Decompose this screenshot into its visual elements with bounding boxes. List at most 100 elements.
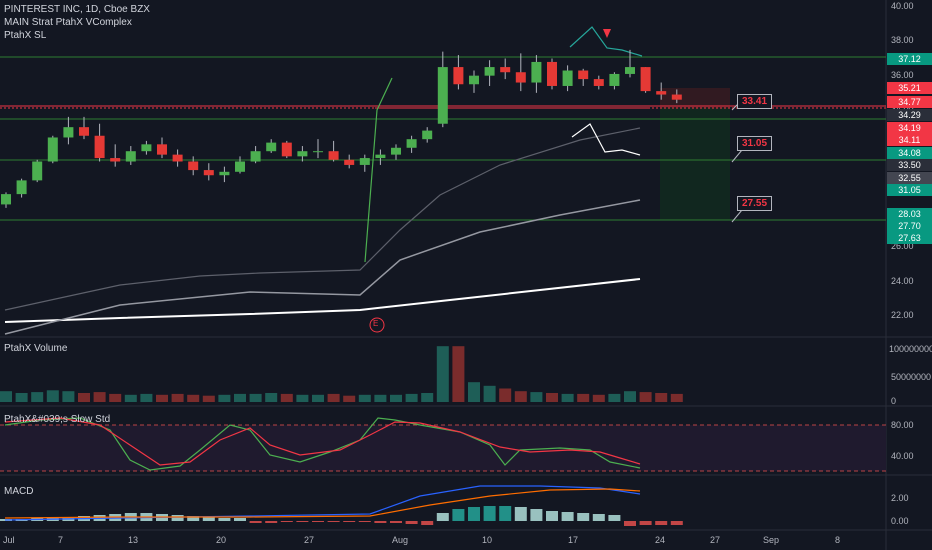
candle-body <box>484 67 495 76</box>
candle-body <box>313 151 323 153</box>
volume-bar <box>374 394 387 402</box>
price-tag: 34.11 <box>887 134 932 146</box>
price-tag: 28.03 <box>887 208 932 220</box>
candle-body <box>359 158 370 165</box>
price-tag: 35.21 <box>887 82 932 94</box>
candles-group <box>1 49 682 208</box>
macd-hist-bar <box>296 521 309 522</box>
candle-body <box>656 91 667 95</box>
time-axis-label: 7 <box>58 535 64 545</box>
price-axis-label: 26.00 <box>891 241 914 252</box>
earnings-marker[interactable] <box>369 317 385 333</box>
volume-bar <box>592 394 605 402</box>
callout-pointer-3 <box>731 209 743 223</box>
macd-hist-bar <box>452 509 465 521</box>
indicator-label-1[interactable]: MAIN Strat PtahX VComplex <box>4 17 132 28</box>
candle-body <box>391 147 401 155</box>
volume-axis-1: 100000000 <box>889 344 932 354</box>
volume-bar <box>670 393 683 402</box>
macd-hist-bar <box>249 521 262 523</box>
candle-body <box>625 67 635 74</box>
volume-pane-label[interactable]: PtahX Volume <box>4 343 68 354</box>
time-axis-label: Jul <box>3 535 15 545</box>
macd-hist-bar <box>639 521 652 525</box>
volume-bar <box>312 394 324 402</box>
volume-bar <box>296 394 309 402</box>
macd-hist-bar <box>265 521 278 523</box>
candle-body <box>266 142 277 152</box>
target-zone-red <box>660 88 730 108</box>
candle-body <box>453 67 464 85</box>
candle-body <box>609 73 620 86</box>
ma-50-line <box>4 127 641 311</box>
time-axis-label: 10 <box>482 535 493 545</box>
volume-axis-2: 50000000 <box>891 372 932 382</box>
macd-hist-bar <box>312 521 324 522</box>
volume-bar <box>405 393 418 402</box>
volume-bars <box>0 346 683 402</box>
macd-hist-bar <box>436 513 449 521</box>
candle-body <box>500 67 511 73</box>
time-axis-label: 27 <box>710 535 721 545</box>
volume-bar <box>218 394 231 402</box>
candle-body <box>1 194 11 205</box>
volume-bar <box>280 393 293 402</box>
symbol-title[interactable]: PINTEREST INC, 1D, Cboe BZX <box>4 4 150 15</box>
macd-hist-bar <box>499 506 512 521</box>
candle-body <box>110 158 121 162</box>
macd-hist-bar <box>343 521 356 522</box>
price-tag: 34.29 <box>887 109 932 121</box>
macd-hist-bar <box>187 516 200 521</box>
stoch-pane-label[interactable]: PtahX&#039;s Slow Std <box>4 414 111 425</box>
macd-hist-bar <box>655 521 668 525</box>
macd-hist-bar <box>171 515 184 521</box>
macd-hist-bar <box>514 507 527 521</box>
stoch-axis-2: 40.00 <box>891 451 914 461</box>
volume-bar <box>546 393 558 402</box>
callout-3: 27.55 <box>737 196 773 211</box>
volume-bar <box>109 393 122 402</box>
macd-hist-bar <box>608 515 621 521</box>
volume-bar <box>124 394 137 402</box>
candle-body <box>640 67 651 92</box>
macd-hist-bar <box>577 513 590 521</box>
volume-bar <box>31 392 44 402</box>
volume-bar <box>187 394 200 402</box>
volume-bar <box>421 393 434 402</box>
candle-body <box>79 127 89 136</box>
macd-hist-bar <box>421 521 434 525</box>
volume-bar <box>62 391 75 402</box>
price-path-line <box>364 77 393 263</box>
price-tag: 31.05 <box>887 184 932 196</box>
macd-hist-bar <box>546 511 558 521</box>
candle-body <box>235 161 245 172</box>
volume-bar <box>530 392 543 402</box>
candle-body <box>515 72 526 83</box>
stoch-axis-1: 80.00 <box>891 420 914 430</box>
price-tag: 33.50 <box>887 159 932 171</box>
time-axis-label: 20 <box>216 535 227 545</box>
price-tag: 27.70 <box>887 220 932 232</box>
volume-bar <box>78 393 90 402</box>
white-signal-line <box>571 123 641 156</box>
time-axis-label: 17 <box>568 535 579 545</box>
macd-hist-bar <box>592 514 605 521</box>
callout-1: 33.41 <box>737 94 773 109</box>
callout-pointer-2 <box>731 149 743 163</box>
macd-signal-line <box>4 488 641 519</box>
macd-axis-1: 2.00 <box>891 493 909 503</box>
volume-bar <box>327 393 340 402</box>
candle-body <box>157 144 167 155</box>
candle-body <box>94 135 105 159</box>
volume-bar <box>639 392 652 402</box>
candle-body <box>344 159 355 165</box>
macd-hist-bar <box>374 521 387 523</box>
indicator-label-2[interactable]: PtahX SL <box>4 30 47 41</box>
price-tag: 34.77 <box>887 96 932 108</box>
macd-pane-label[interactable]: MACD <box>4 486 34 497</box>
time-axis-label: 24 <box>655 535 666 545</box>
volume-axis-3: 0 <box>891 396 897 406</box>
volume-bar <box>390 394 402 402</box>
volume-bar <box>608 393 621 402</box>
